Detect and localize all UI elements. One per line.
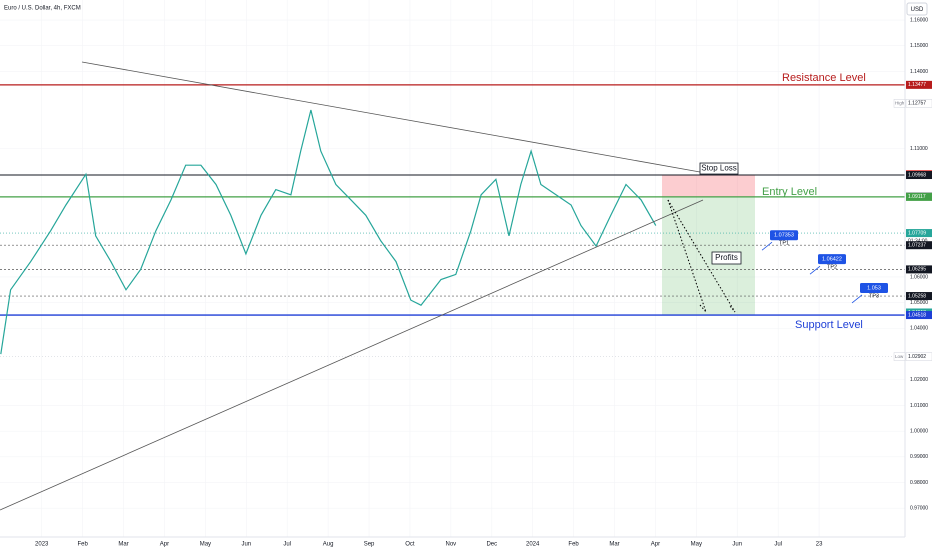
level-label: Entry Level [762,186,817,198]
y-tick-label: 1.16000 [910,17,928,23]
price-tag-label: 1.09117 [908,194,926,200]
profits-label: Profits [715,253,738,262]
x-tick-label: 2023 [35,542,49,548]
target-value: 1.06422 [822,257,842,263]
high-tag-label: High [895,101,905,106]
price-tag-label: 1.05258 [908,293,926,299]
price-tag-label: 1.13477 [908,82,926,88]
y-tick-label: 0.98000 [910,480,928,486]
low-price-tag [905,352,932,361]
price-tag [906,192,932,201]
high-price-label: 1.12757 [908,101,926,107]
x-tick-label: Mar [118,542,128,548]
y-tick-label: 0.97000 [910,506,928,512]
price-tag-label: 1.04518 [908,312,926,318]
x-tick-label: Dec [486,542,497,548]
x-tick-label: Jun [732,542,742,548]
target-box [818,254,846,265]
price-tag-label: 1.07237 [908,243,926,249]
price-tag [906,241,932,250]
x-tick-label: Jul [774,542,782,548]
callout-pointer [851,294,863,304]
callout-pointer [761,241,773,251]
x-tick-label: 2024 [526,542,540,548]
x-tick-label: Jul [283,542,291,548]
y-tick-label: 0.99000 [910,454,928,460]
currency: USD [911,7,924,13]
x-tick-label: Oct [405,542,415,548]
price-tag-label: 1.06295 [908,267,926,273]
target-value: 1.07353 [774,233,794,239]
level-label: Support Level [795,319,863,331]
low-tag-box [893,352,906,361]
price-tag [906,311,932,320]
x-tick-label: Apr [160,542,169,548]
y-tick-label: 1.06000 [910,274,928,280]
descending-trendline [81,61,701,173]
y-tick-label: 1.15000 [910,43,928,49]
projection-path [667,199,707,313]
x-tick-label: Nov [446,542,457,548]
y-tick-label: 1.01000 [910,403,928,409]
stop-loss-label: Stop Loss [701,164,737,173]
target-label: TP1 [779,241,789,247]
price-tag [906,80,932,89]
x-tick-label: Feb [77,542,88,548]
price-tag [906,229,932,238]
callout-pointer [809,265,821,275]
projection-path [667,199,736,313]
price-tag-label: 1.09968 [908,172,926,178]
x-tick-label: 23 [816,542,823,548]
x-tick-label: Sep [364,542,375,548]
target-value: 1.053 [867,285,881,291]
target-label: TP3 [869,293,879,299]
y-tick-label: 1.05000 [910,300,928,306]
price-line [0,109,657,355]
level-label: Resistance Level [782,72,866,84]
high-price-tag [905,99,932,108]
price-tag [906,292,932,301]
stop-loss-zone [662,175,755,197]
x-tick-label: Mar [609,542,619,548]
y-tick-label: 1.04000 [910,326,928,332]
x-tick-label: May [691,542,702,548]
profits-box [711,251,742,265]
x-tick-label: Aug [323,542,334,548]
price-tag-label: 1.07709 [908,230,926,236]
target-box [860,282,888,293]
target-box [770,230,798,241]
price-axis [905,0,932,550]
price-tag [906,171,932,180]
x-tick-label: May [200,542,211,548]
stop-loss-box [699,162,739,175]
x-tick-label: Feb [568,542,579,548]
y-tick-label: 1.11000 [910,146,928,152]
high-tag-box [893,99,906,108]
ascending-trendline [0,199,704,511]
countdown: 01:34:00 [908,238,928,244]
x-tick-label: Apr [651,542,660,548]
low-price-label: 1.02902 [908,354,926,360]
y-tick-label: 1.00000 [910,428,928,434]
y-tick-label: 1.14000 [910,69,928,75]
y-tick-label: 1.02000 [910,377,928,383]
currency-box [906,2,928,16]
low-tag-label: Low [895,354,904,359]
price-tag [906,265,932,274]
chart-title: Euro / U.S. Dollar, 4h, FXCM [4,6,81,12]
target-label: TP2 [827,265,837,271]
x-tick-label: Jun [241,542,251,548]
